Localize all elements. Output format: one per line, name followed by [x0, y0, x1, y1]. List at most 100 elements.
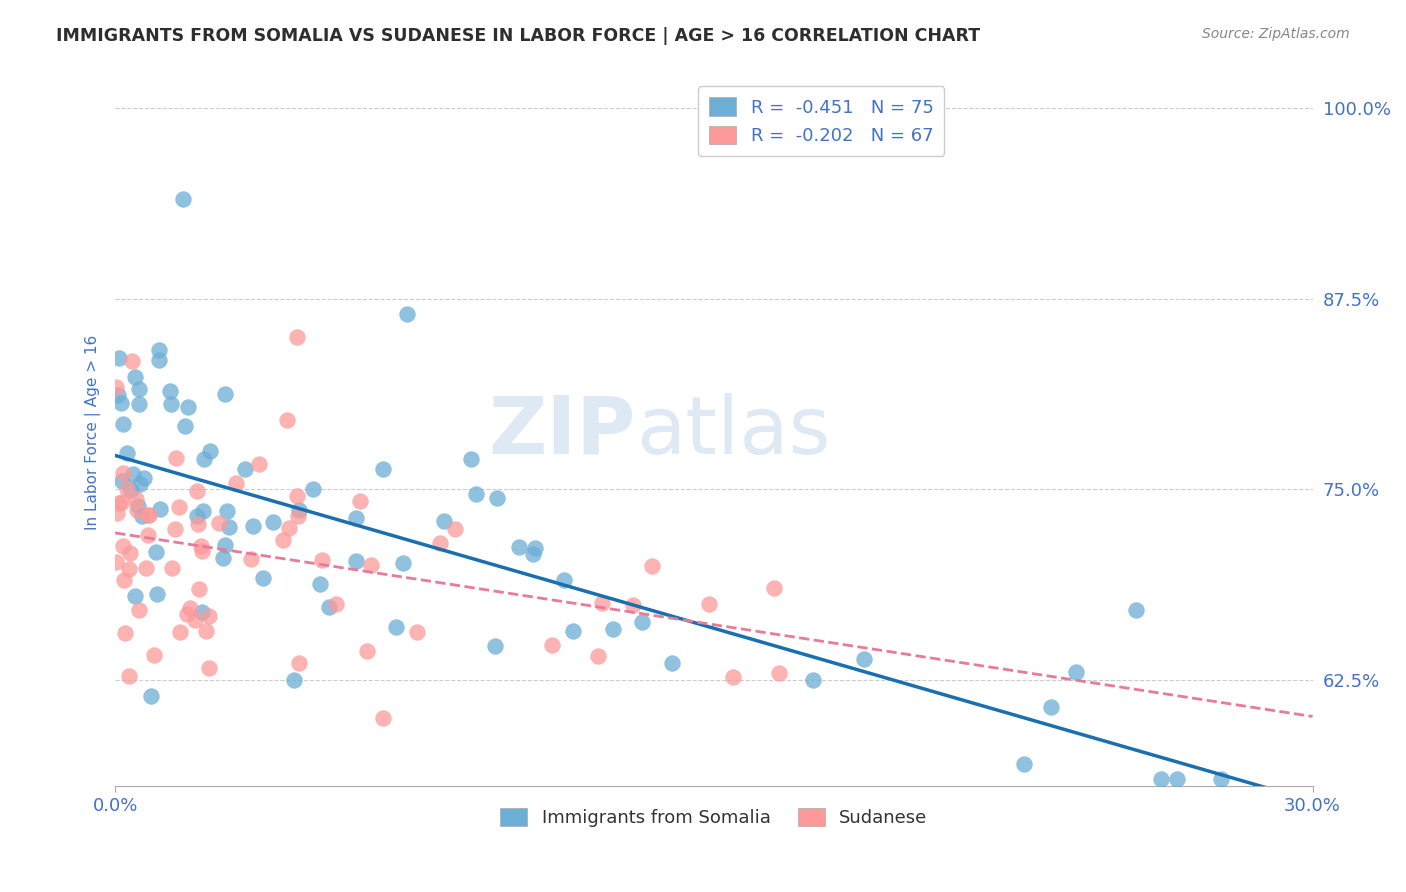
Point — [105, 506, 128, 520]
Point — [148, 353, 170, 368]
Point — [283, 673, 305, 687]
Point — [112, 417, 135, 432]
Point — [122, 467, 145, 481]
Point — [165, 522, 187, 536]
Point — [176, 607, 198, 621]
Point — [120, 546, 142, 560]
Point — [395, 307, 418, 321]
Point — [762, 581, 785, 595]
Point — [211, 551, 233, 566]
Point — [111, 474, 134, 488]
Point — [285, 489, 308, 503]
Point — [207, 516, 229, 531]
Point — [523, 541, 546, 555]
Point — [311, 552, 333, 566]
Point — [631, 615, 654, 629]
Point — [285, 329, 308, 343]
Point — [114, 625, 136, 640]
Point — [110, 396, 132, 410]
Point — [128, 397, 150, 411]
Point — [198, 608, 221, 623]
Point — [194, 624, 217, 638]
Point — [128, 382, 150, 396]
Text: IMMIGRANTS FROM SOMALIA VS SUDANESE IN LABOR FORCE | AGE > 16 CORRELATION CHART: IMMIGRANTS FROM SOMALIA VS SUDANESE IN L… — [56, 27, 980, 45]
Point — [318, 599, 340, 614]
Point — [179, 601, 201, 615]
Point — [233, 462, 256, 476]
Legend: Immigrants from Somalia, Sudanese: Immigrants from Somalia, Sudanese — [494, 800, 935, 834]
Point — [128, 602, 150, 616]
Point — [107, 496, 129, 510]
Point — [124, 589, 146, 603]
Point — [661, 657, 683, 671]
Point — [218, 520, 240, 534]
Point — [193, 451, 215, 466]
Point — [621, 599, 644, 613]
Point — [184, 613, 207, 627]
Point — [1040, 699, 1063, 714]
Point — [344, 554, 367, 568]
Point — [162, 561, 184, 575]
Point — [371, 711, 394, 725]
Y-axis label: In Labor Force | Age > 16: In Labor Force | Age > 16 — [86, 334, 101, 530]
Point — [160, 397, 183, 411]
Point — [108, 351, 131, 366]
Point — [190, 605, 212, 619]
Point — [852, 652, 875, 666]
Point — [159, 384, 181, 398]
Point — [602, 622, 624, 636]
Point — [288, 503, 311, 517]
Point — [429, 535, 451, 549]
Text: atlas: atlas — [636, 393, 831, 471]
Point — [239, 551, 262, 566]
Text: ZIP: ZIP — [489, 393, 636, 471]
Point — [145, 587, 167, 601]
Point — [149, 502, 172, 516]
Point — [464, 487, 486, 501]
Point — [104, 380, 127, 394]
Point — [214, 538, 236, 552]
Point — [217, 504, 239, 518]
Point — [561, 624, 583, 638]
Point — [522, 547, 544, 561]
Point — [145, 545, 167, 559]
Point — [252, 571, 274, 585]
Point — [190, 539, 212, 553]
Point — [120, 483, 142, 497]
Point — [287, 509, 309, 524]
Point — [1150, 772, 1173, 786]
Point — [214, 386, 236, 401]
Point — [586, 648, 609, 663]
Point — [148, 343, 170, 357]
Point — [391, 556, 413, 570]
Point — [460, 452, 482, 467]
Point — [112, 574, 135, 588]
Point — [443, 522, 465, 536]
Point — [1166, 772, 1188, 786]
Point — [124, 370, 146, 384]
Point — [242, 518, 264, 533]
Point — [173, 418, 195, 433]
Point — [127, 499, 149, 513]
Point — [127, 503, 149, 517]
Point — [186, 509, 208, 524]
Point — [553, 573, 575, 587]
Point — [143, 648, 166, 662]
Point — [198, 661, 221, 675]
Point — [349, 494, 371, 508]
Point — [484, 639, 506, 653]
Point — [373, 462, 395, 476]
Point — [191, 544, 214, 558]
Point — [486, 491, 509, 505]
Point — [111, 495, 134, 509]
Point — [177, 401, 200, 415]
Point — [136, 508, 159, 522]
Point — [325, 597, 347, 611]
Point — [198, 443, 221, 458]
Point — [271, 533, 294, 548]
Point — [169, 625, 191, 640]
Point — [278, 521, 301, 535]
Point — [138, 528, 160, 542]
Point — [433, 514, 456, 528]
Point — [167, 500, 190, 514]
